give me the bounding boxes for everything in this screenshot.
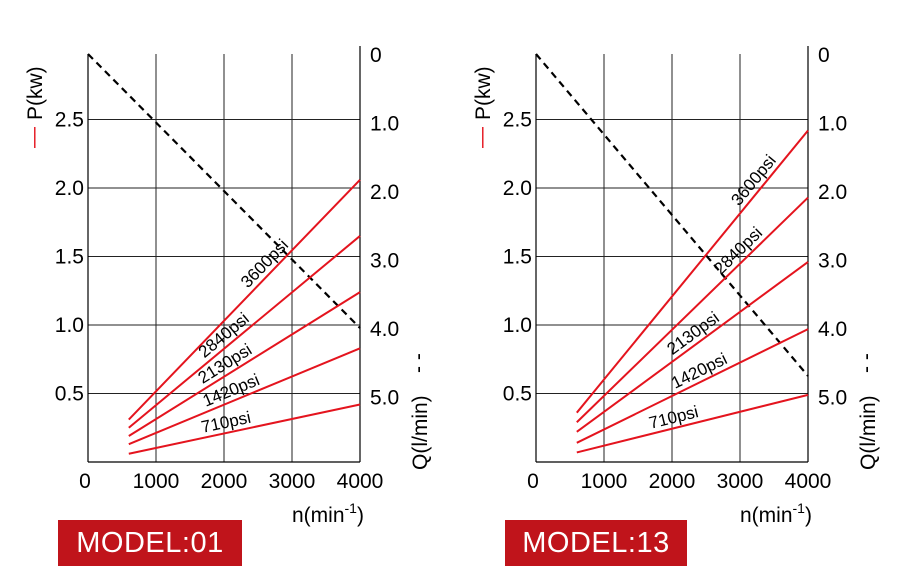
grid — [536, 54, 808, 462]
series-label-3600psi: 3600psi — [727, 151, 779, 209]
x-tick-label: 1000 — [133, 470, 180, 493]
power-legend-marker: — — [470, 127, 493, 148]
x-axis-label-close: ) — [805, 504, 812, 527]
x-tick-label: 3000 — [269, 470, 316, 493]
left-tick-label: 1.5 — [55, 246, 84, 269]
series-line-2840psi — [128, 235, 361, 429]
chart-model-13: 0.5 1.0 1.5 2.0 2.5 0 1.0 2.0 3.0 4.0 5.0 0 1000 2000… — [470, 44, 880, 527]
right-tick-label: 1.0 — [370, 113, 399, 136]
right-tick-label: 4.0 — [818, 318, 847, 341]
right-tick-label: 0 — [818, 44, 830, 67]
series-line-1420psi — [576, 328, 809, 444]
x-tick-label: 3000 — [717, 470, 764, 493]
series-line-2840psi — [576, 196, 809, 423]
flow-legend-marker: - - — [407, 353, 430, 373]
x-axis-label: n(min-1) — [740, 500, 812, 527]
left-tick-label: 1.0 — [55, 314, 84, 337]
right-tick-label: 0 — [370, 44, 382, 67]
left-tick-label: 2.5 — [503, 109, 532, 132]
right-tick-label: 3.0 — [370, 250, 399, 273]
right-axis-label: Q(l/min) — [857, 395, 880, 470]
left-tick-label: 2.0 — [55, 177, 84, 200]
x-tick-label: 2000 — [649, 470, 696, 493]
left-tick-label: 2.0 — [503, 177, 532, 200]
flow-dashed-line — [535, 53, 809, 377]
right-tick-label: 3.0 — [818, 250, 847, 273]
series-line-710psi — [128, 403, 361, 455]
left-tick-label: 1.0 — [503, 314, 532, 337]
right-tick-label: 1.0 — [818, 113, 847, 136]
left-tick-label: 2.5 — [55, 109, 84, 132]
x-axis-label-superscript: -1 — [793, 500, 806, 516]
model-01-badge: MODEL:01 — [58, 520, 242, 566]
series-label-3600psi: 3600psi — [237, 236, 292, 292]
x-tick-label: 2000 — [201, 470, 248, 493]
series-line-2130psi — [128, 291, 361, 437]
x-tick-label: 0 — [527, 470, 539, 493]
series-line-1420psi — [128, 347, 361, 446]
x-axis-label: n(min-1) — [292, 500, 364, 527]
x-tick-label: 0 — [79, 470, 91, 493]
right-tick-label: 4.0 — [370, 318, 399, 341]
series-line-710psi — [576, 393, 809, 454]
left-tick-label: 0.5 — [503, 383, 532, 406]
left-tick-label: 0.5 — [55, 383, 84, 406]
series-line-3600psi — [128, 179, 361, 421]
series-line-3600psi — [576, 129, 809, 414]
x-tick-label: 1000 — [581, 470, 628, 493]
right-tick-label: 5.0 — [370, 387, 399, 410]
x-tick-label: 4000 — [785, 470, 832, 493]
left-axis-label: P(kw) — [472, 66, 495, 120]
flow-legend-marker: - - — [855, 353, 878, 373]
model-13-badge: MODEL:13 — [505, 520, 687, 566]
series-label-2840psi: 2840psi — [710, 223, 766, 278]
right-tick-label: 2.0 — [818, 181, 847, 204]
series-line-2130psi — [576, 261, 809, 433]
x-axis-label-close: ) — [357, 504, 364, 527]
flow-dashed-line — [87, 53, 361, 329]
chart-model-01: 0.5 1.0 1.5 2.0 2.5 0 1.0 2.0 3.0 4.0 5.0 0 1000 2000… — [22, 44, 432, 527]
right-tick-label: 2.0 — [370, 181, 399, 204]
right-tick-label: 5.0 — [818, 387, 847, 410]
power-legend-marker: — — [22, 127, 45, 148]
right-axis-label: Q(l/min) — [409, 395, 432, 470]
left-tick-label: 1.5 — [503, 246, 532, 269]
left-axis-label: P(kw) — [24, 66, 47, 120]
x-axis-label-superscript: -1 — [345, 500, 358, 516]
x-tick-label: 4000 — [337, 470, 384, 493]
